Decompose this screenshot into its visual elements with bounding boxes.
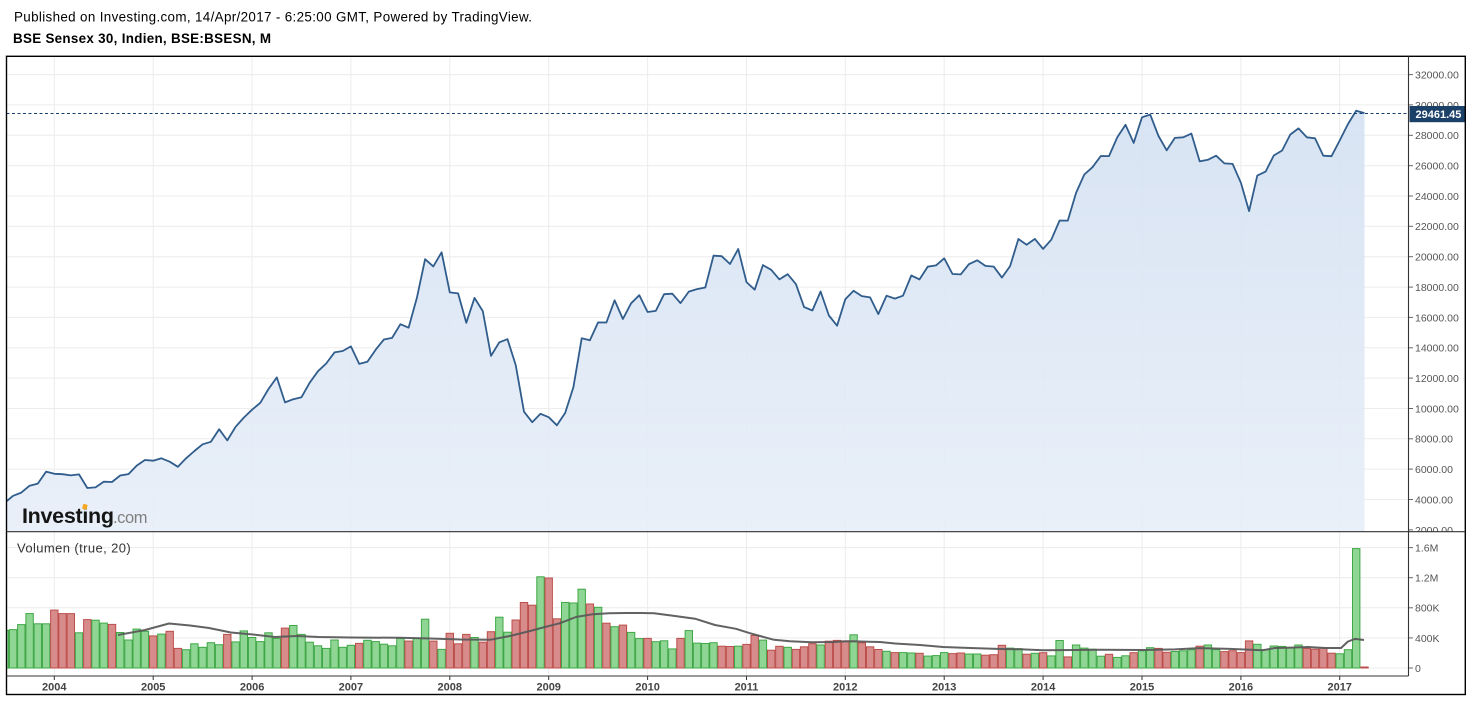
svg-text:6000.00: 6000.00: [1415, 464, 1453, 476]
svg-text:800K: 800K: [1415, 603, 1440, 615]
svg-text:12000.00: 12000.00: [1415, 373, 1459, 385]
svg-text:18000.00: 18000.00: [1415, 282, 1459, 294]
svg-text:26000.00: 26000.00: [1415, 161, 1459, 173]
svg-text:14000.00: 14000.00: [1415, 343, 1459, 355]
svg-text:2012: 2012: [833, 682, 857, 694]
svg-text:.com: .com: [113, 509, 147, 527]
svg-text:2009: 2009: [536, 682, 560, 694]
svg-text:20000.00: 20000.00: [1415, 252, 1459, 264]
svg-text:2004: 2004: [42, 682, 67, 694]
svg-text:2007: 2007: [339, 682, 363, 694]
svg-text:Published on Investing.com, 14: Published on Investing.com, 14/Apr/2017 …: [14, 10, 532, 25]
svg-text:BSE Sensex 30, Indien, BSE:BSE: BSE Sensex 30, Indien, BSE:BSESN, M: [13, 31, 271, 46]
svg-text:8000.00: 8000.00: [1415, 434, 1453, 446]
svg-text:1.2M: 1.2M: [1415, 573, 1438, 585]
svg-text:1.6M: 1.6M: [1415, 543, 1438, 555]
svg-text:2008: 2008: [438, 682, 462, 694]
svg-text:32000.00: 32000.00: [1415, 70, 1459, 82]
svg-text:Investing: Investing: [22, 504, 114, 528]
svg-text:2005: 2005: [141, 682, 165, 694]
svg-text:2000.00: 2000.00: [1415, 525, 1453, 537]
svg-text:2016: 2016: [1229, 682, 1253, 694]
svg-text:2017: 2017: [1327, 682, 1351, 694]
svg-text:22000.00: 22000.00: [1415, 221, 1459, 233]
svg-text:4000.00: 4000.00: [1415, 494, 1453, 506]
svg-text:0: 0: [1415, 663, 1421, 675]
svg-text:2010: 2010: [635, 682, 659, 694]
svg-text:2014: 2014: [1031, 682, 1056, 694]
svg-text:24000.00: 24000.00: [1415, 191, 1459, 203]
svg-text:28000.00: 28000.00: [1415, 130, 1459, 142]
svg-text:10000.00: 10000.00: [1415, 403, 1459, 415]
svg-text:Volumen (true, 20): Volumen (true, 20): [17, 541, 131, 556]
svg-text:2015: 2015: [1130, 682, 1154, 694]
svg-text:2013: 2013: [932, 682, 956, 694]
svg-text:16000.00: 16000.00: [1415, 312, 1459, 324]
svg-text:29461.45: 29461.45: [1416, 109, 1462, 121]
svg-text:2006: 2006: [240, 682, 264, 694]
svg-text:400K: 400K: [1415, 633, 1440, 645]
svg-text:2011: 2011: [735, 682, 759, 694]
